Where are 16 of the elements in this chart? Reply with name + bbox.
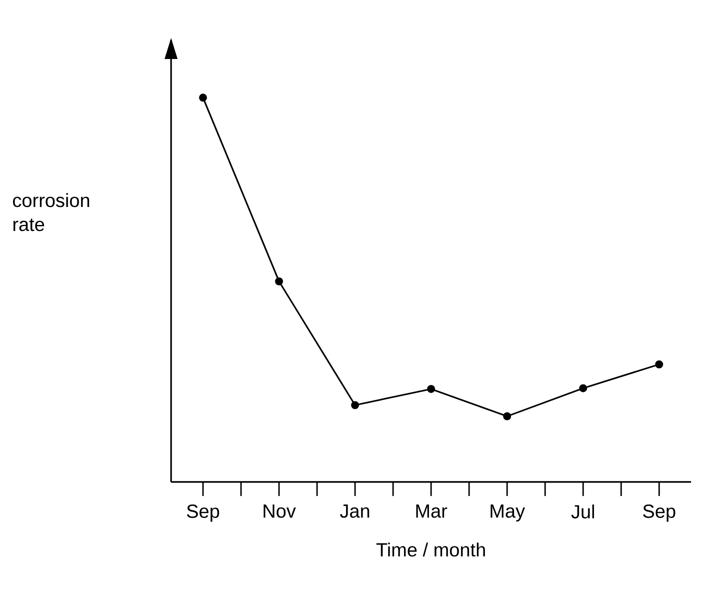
y-axis-title: corrosion rate: [13, 193, 90, 232]
x-tick-label: Sep: [643, 504, 676, 522]
point: [351, 401, 360, 410]
x-tick-label: Nov: [264, 504, 296, 518]
point: [503, 412, 512, 420]
x-axis-title: Time / month: [376, 542, 485, 557]
x-tick-label: Jul: [571, 504, 594, 518]
point: [275, 277, 284, 286]
point: [427, 384, 436, 393]
point: [579, 384, 588, 392]
point: [655, 360, 664, 368]
x-tick-label: May: [490, 504, 525, 522]
point: [199, 94, 208, 102]
x-tick-label: Mar: [416, 504, 448, 518]
x-tick-label: Jan: [340, 504, 370, 518]
x-tick-label: Sep: [186, 504, 220, 522]
